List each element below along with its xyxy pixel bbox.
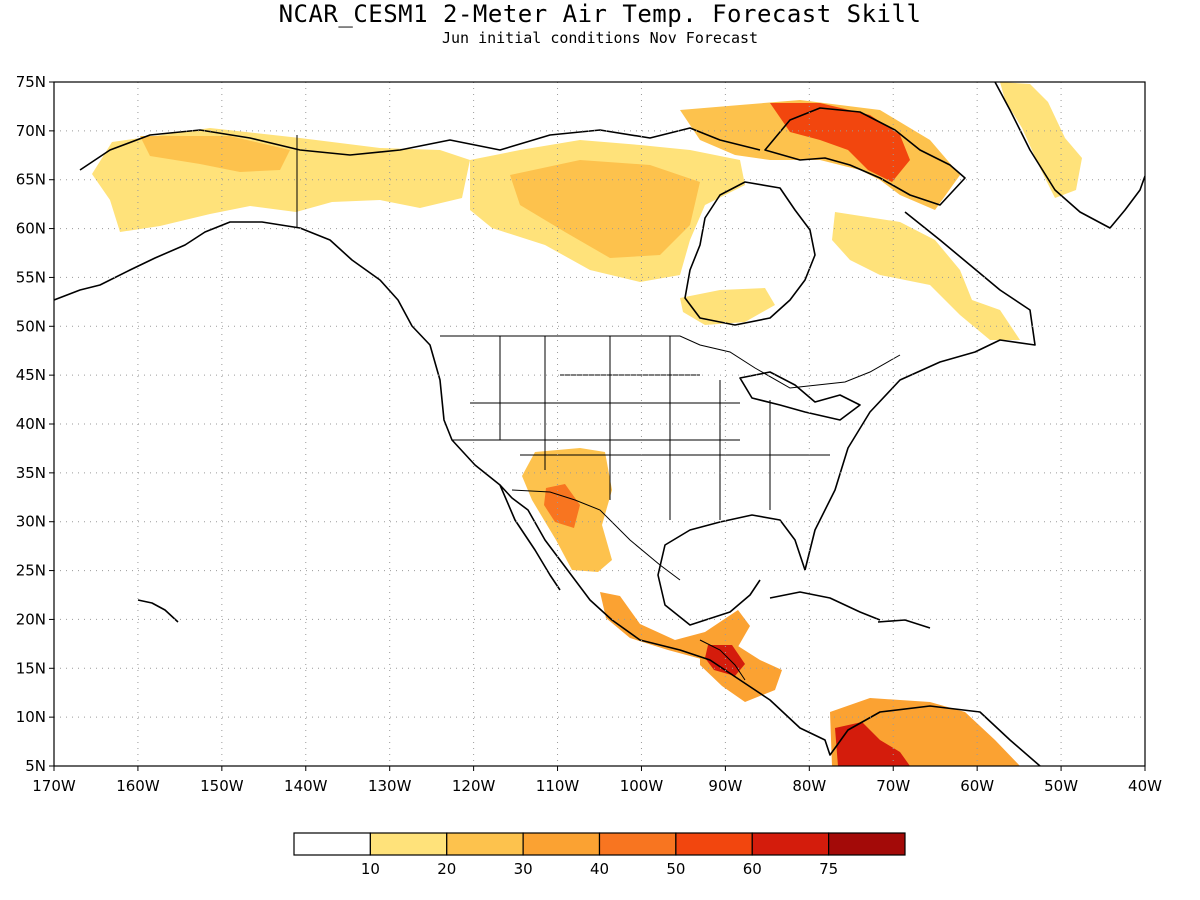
lat-label: 55N	[16, 268, 46, 286]
lon-label: 130W	[368, 777, 412, 795]
latitude-labels: 75N 70N 65N 60N 55N 50N 45N 40N 35N 30N 25N 20N 15N 1…	[16, 73, 54, 775]
lon-label: 100W	[620, 777, 664, 795]
lat-label: 15N	[16, 659, 46, 677]
colorbar-label: 60	[743, 860, 762, 878]
lat-label: 35N	[16, 464, 46, 482]
lat-label: 75N	[16, 73, 46, 91]
coastline-hudson-bay	[684, 181, 816, 326]
lat-label: 60N	[16, 220, 46, 238]
coastline-hawaii	[137, 599, 179, 623]
colorbar-swatch	[675, 832, 753, 856]
lon-label: 60W	[960, 777, 994, 795]
coastlines	[54, 82, 1145, 766]
lon-label: 90W	[708, 777, 742, 795]
lat-label: 25N	[16, 562, 46, 580]
coastline-hispaniola	[877, 619, 931, 629]
coastline-arctic	[79, 127, 761, 171]
colorbar-label: 20	[437, 860, 456, 878]
lon-label: 140W	[284, 777, 328, 795]
coastline-great-lakes	[739, 371, 861, 421]
border-us-mexico	[511, 489, 681, 581]
region-hudson-south	[680, 288, 775, 325]
longitude-labels: 170W 160W 150W 140W 130W 120W 110W 100W 90W 80W 70…	[32, 766, 1162, 795]
coastline-baffin	[764, 107, 966, 206]
map-gridlines	[54, 82, 1145, 766]
region-nw-territories-core	[510, 160, 700, 258]
lat-label: 5N	[25, 757, 46, 775]
lon-label: 40W	[1128, 777, 1162, 795]
coastline-north-america	[54, 221, 1041, 766]
lat-label: 50N	[16, 317, 46, 335]
colorbar-label: 40	[590, 860, 609, 878]
colorbar-swatch	[446, 832, 524, 856]
lon-label: 150W	[200, 777, 244, 795]
region-sw-us-core	[544, 484, 580, 528]
lon-label: 160W	[116, 777, 160, 795]
lat-label: 40N	[16, 415, 46, 433]
region-alaska-core	[140, 136, 290, 172]
colorbar-label: 30	[514, 860, 533, 878]
region-labrador	[832, 212, 1020, 340]
colorbar-label: 10	[361, 860, 380, 878]
chart-subtitle: Jun initial conditions Nov Forecast	[441, 29, 759, 47]
coastline-greenland	[994, 82, 1145, 229]
lon-label: 110W	[536, 777, 580, 795]
lon-label: 120W	[452, 777, 496, 795]
region-greenland	[1000, 82, 1082, 198]
colorbar-label: 75	[819, 860, 838, 878]
lat-label: 20N	[16, 610, 46, 628]
lat-label: 10N	[16, 708, 46, 726]
lon-label: 170W	[32, 777, 76, 795]
colorbar: 10 20 30 40 50 60 75	[293, 832, 906, 878]
colorbar-swatch	[828, 832, 906, 856]
lat-label: 45N	[16, 366, 46, 384]
border-us-canada	[440, 335, 901, 389]
political-borders	[296, 135, 901, 681]
coastline-east	[804, 211, 1036, 571]
lat-label: 70N	[16, 122, 46, 140]
colorbar-swatch	[522, 832, 601, 856]
lat-label: 30N	[16, 513, 46, 531]
region-baffin-core	[770, 103, 910, 182]
lon-label: 80W	[792, 777, 826, 795]
coastline-gulf-of-mexico	[657, 514, 806, 626]
lat-label: 65N	[16, 171, 46, 189]
lon-label: 50W	[1044, 777, 1078, 795]
coastline-baja	[499, 484, 561, 591]
border-central-america	[699, 639, 746, 681]
region-south-america-core	[835, 722, 910, 766]
colorbar-swatch	[751, 832, 830, 856]
coastline-cuba	[769, 591, 881, 621]
colorbar-swatch	[293, 832, 371, 856]
lon-label: 70W	[876, 777, 910, 795]
chart-title: NCAR_CESM1 2-Meter Air Temp. Forecast Sk…	[278, 0, 922, 28]
colorbar-swatch	[369, 832, 448, 856]
colorbar-swatch	[598, 832, 677, 856]
skill-shading	[92, 82, 1082, 766]
colorbar-label: 50	[666, 860, 685, 878]
